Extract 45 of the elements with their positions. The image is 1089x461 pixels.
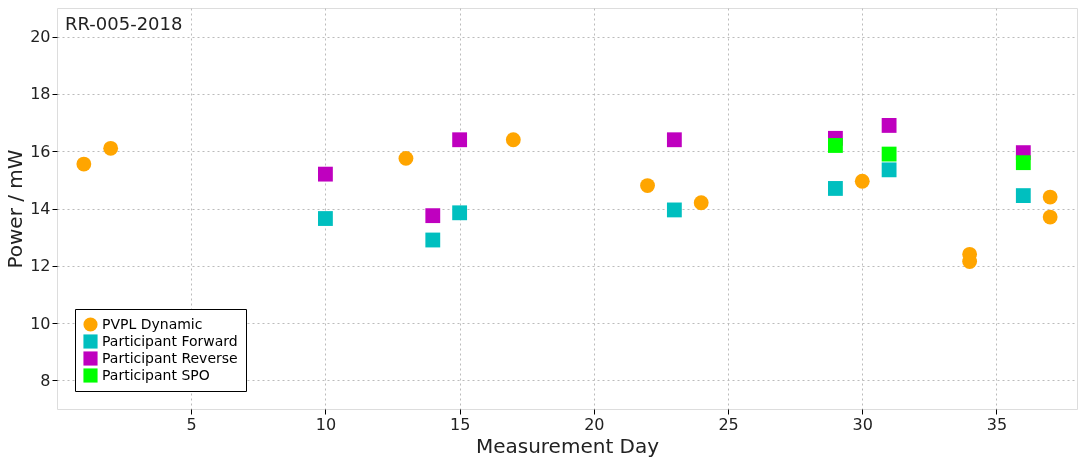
y-tick-label: 18 <box>30 84 51 104</box>
annotation: RR-005-2018 <box>65 13 183 34</box>
point <box>693 195 709 211</box>
point <box>666 132 682 148</box>
x-tick-label: 10 <box>315 414 337 434</box>
point <box>76 156 92 172</box>
y-axis-title: Power / mW <box>3 149 28 269</box>
point <box>452 205 468 221</box>
legend-label: Participant Reverse <box>102 349 238 366</box>
point <box>103 140 119 156</box>
y-tick-label: 12 <box>30 256 51 276</box>
point <box>881 162 897 178</box>
point <box>640 178 655 193</box>
point <box>425 232 441 248</box>
x-tick-label: 5 <box>186 414 197 434</box>
point <box>828 138 843 153</box>
point <box>1015 188 1031 204</box>
x-tick-label: 15 <box>449 414 471 434</box>
point <box>881 118 897 133</box>
point <box>1015 155 1031 171</box>
point <box>398 150 414 166</box>
y-tick-label: 8 <box>40 370 51 390</box>
point <box>828 181 843 196</box>
x-tick-label: 30 <box>852 414 873 434</box>
x-axis-title: Measurement Day <box>475 433 660 458</box>
point <box>1042 189 1058 205</box>
point <box>318 211 333 226</box>
legend-label: Participant SPO <box>102 366 210 383</box>
x-tick-label: 35 <box>986 414 1008 434</box>
y-tick-label: 10 <box>30 313 51 333</box>
x-tick-label: 20 <box>584 414 605 434</box>
point <box>666 202 682 218</box>
point <box>881 146 897 162</box>
legend-label: PVPL Dynamic <box>102 315 203 332</box>
point <box>452 132 468 148</box>
point <box>425 208 441 224</box>
y-tick-label: 16 <box>30 141 51 161</box>
x-tick-label: 25 <box>718 414 739 434</box>
point <box>1042 209 1058 225</box>
y-tick-label: 14 <box>30 199 51 218</box>
point <box>318 166 333 182</box>
point <box>505 132 521 148</box>
legend-label: Participant Forward <box>102 332 238 349</box>
y-tick-label: 20 <box>30 27 51 47</box>
point <box>854 173 870 189</box>
